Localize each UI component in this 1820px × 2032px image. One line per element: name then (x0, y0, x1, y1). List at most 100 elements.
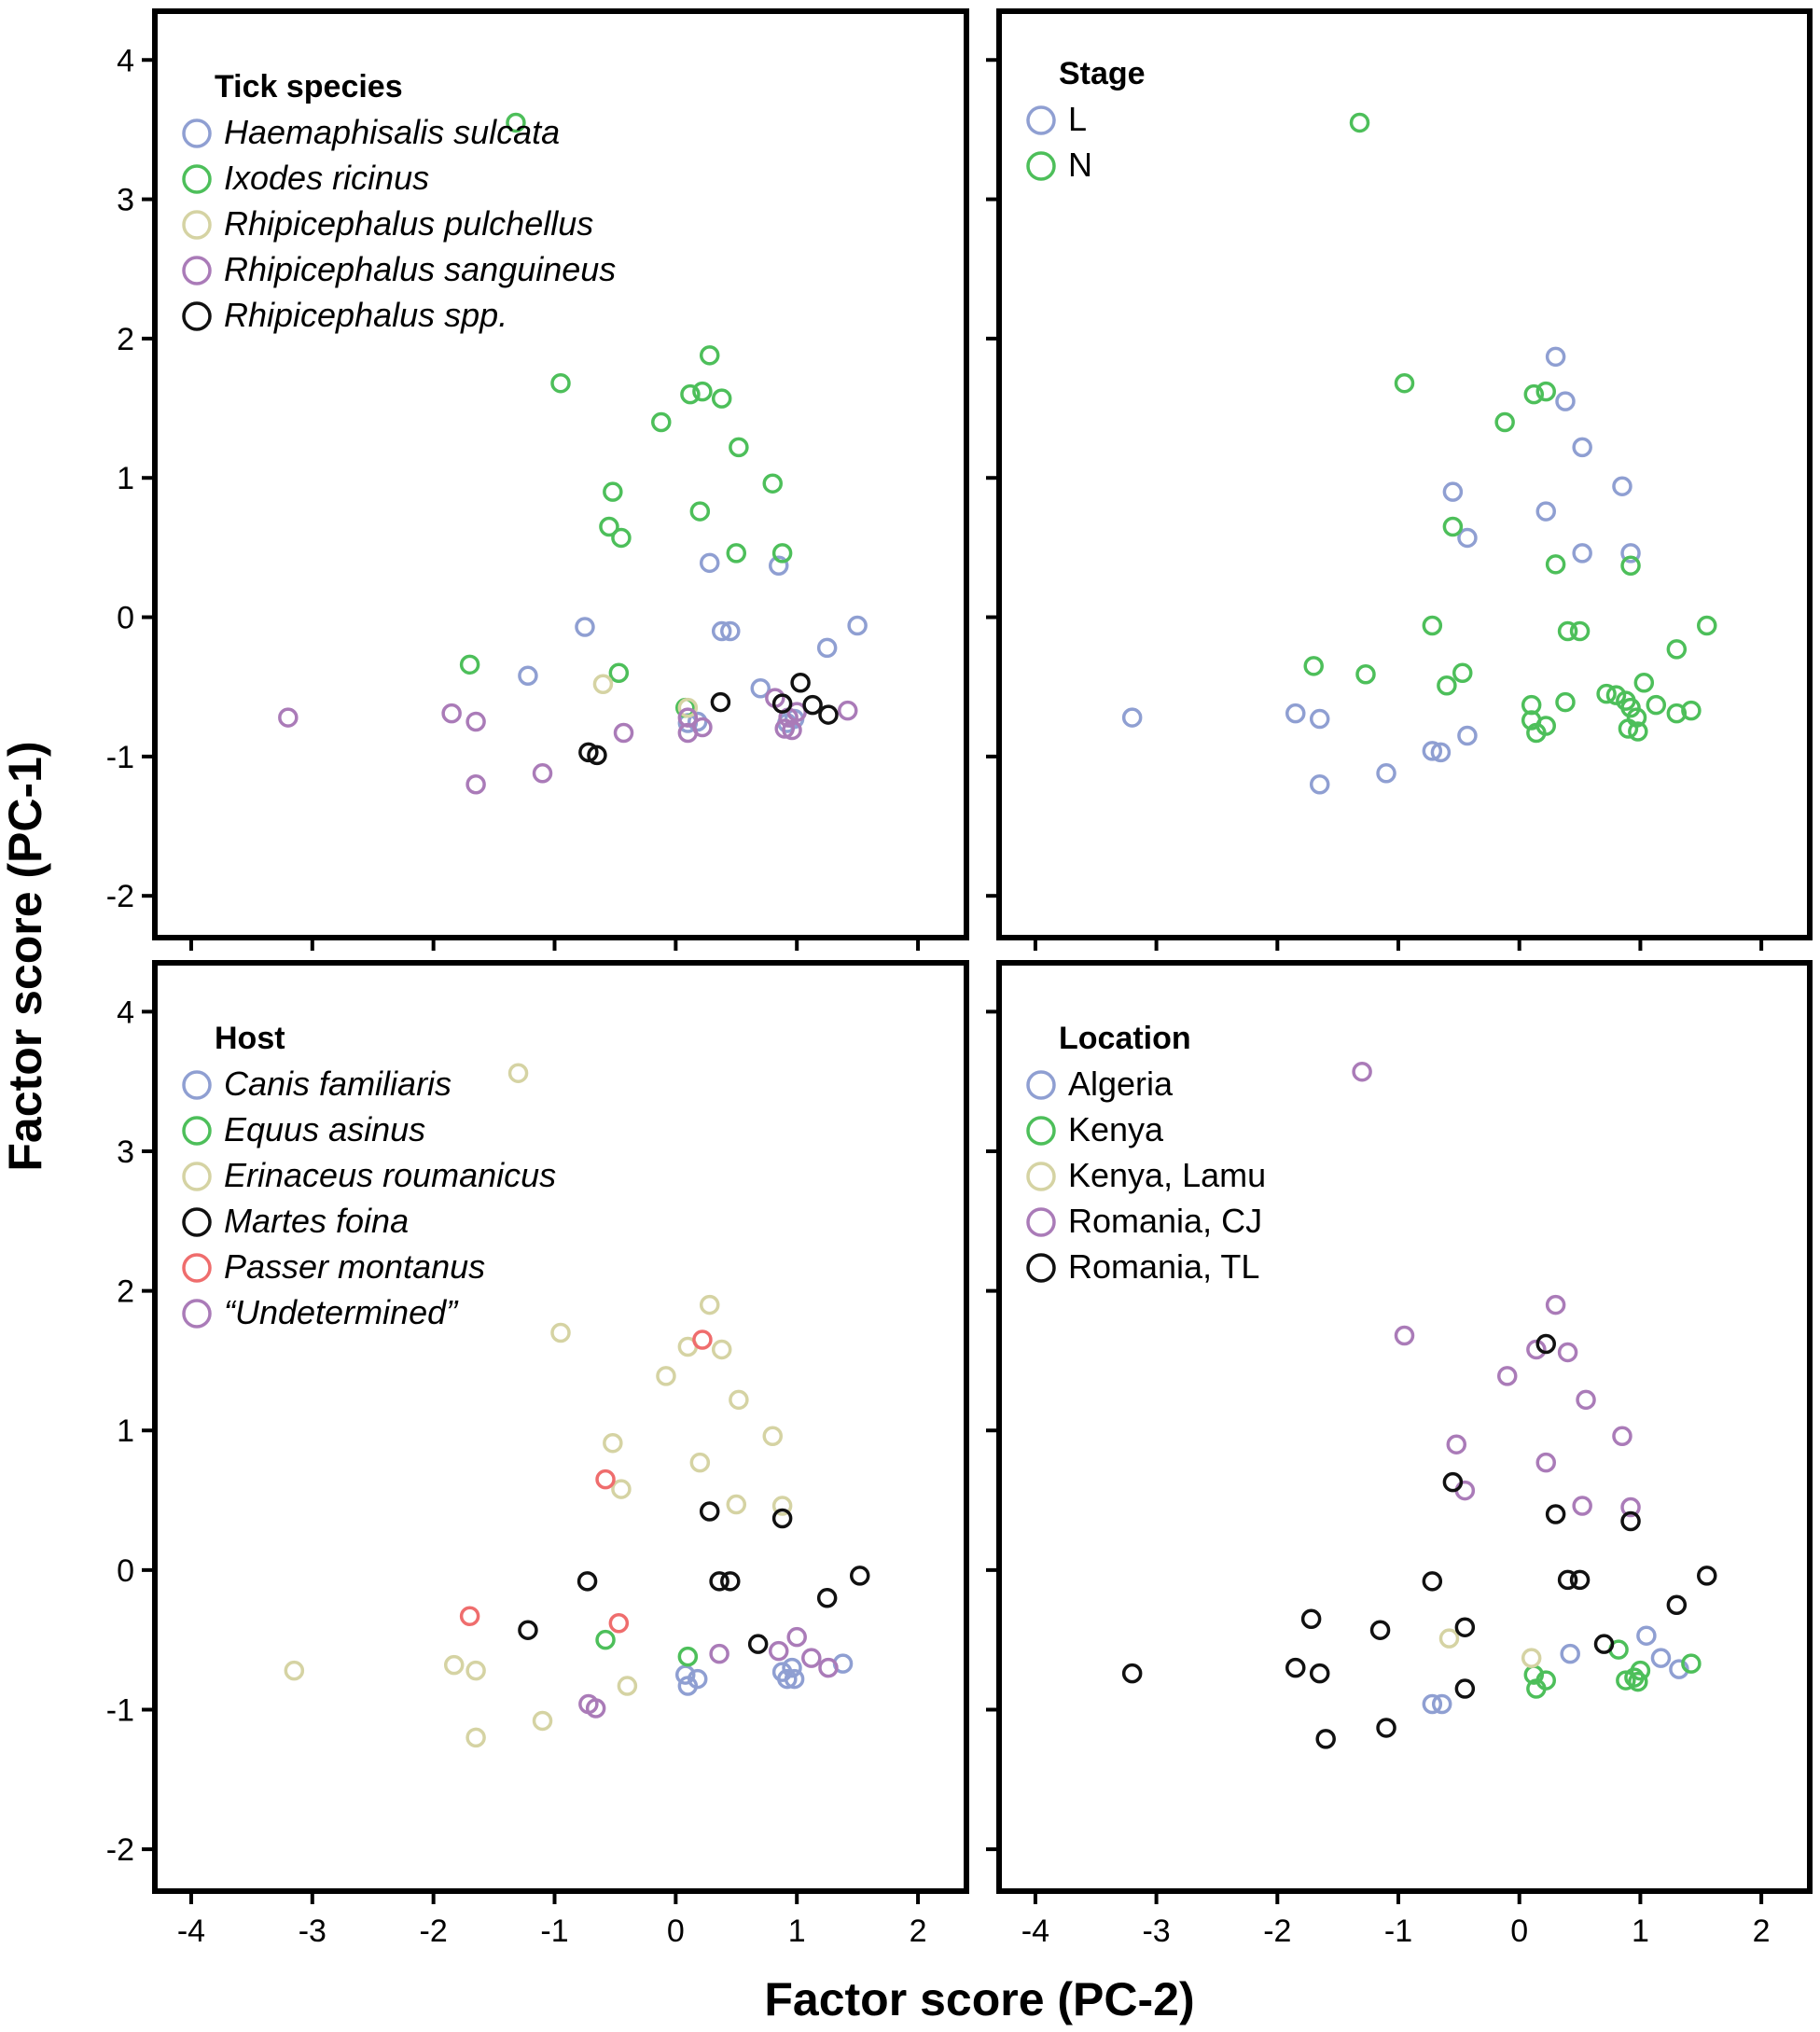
data-point (709, 1571, 729, 1592)
data-point (1560, 1643, 1580, 1664)
y-tick-label: 1 (117, 461, 134, 496)
data-point (699, 1294, 720, 1315)
data-point (443, 1654, 465, 1676)
data-point (692, 1329, 713, 1350)
data-point (1454, 1678, 1476, 1699)
data-point (711, 620, 732, 642)
data-point (550, 372, 571, 394)
data-point (506, 112, 526, 133)
data-point (611, 1479, 632, 1499)
legend-label: “Undetermined” (224, 1293, 459, 1331)
data-point (837, 700, 858, 721)
legend-marker (182, 118, 212, 148)
data-point (699, 552, 720, 574)
legend-label: Haemaphisalis sulcata (224, 113, 560, 151)
data-point (1535, 716, 1557, 736)
legend-title: Host (215, 1021, 285, 1056)
legend-marker (1026, 1070, 1056, 1100)
data-point (1496, 1366, 1518, 1386)
data-point (1369, 1620, 1391, 1640)
panel-tick: 4 3 2 1 0 -1 -2 Tick species Haemaphisalis sulca… (106, 8, 969, 951)
data-point (1628, 721, 1648, 742)
data-point (1422, 615, 1443, 636)
data-point (680, 383, 701, 405)
data-point (465, 773, 486, 795)
data-point (1633, 672, 1655, 693)
data-point (784, 1668, 805, 1690)
data-point (726, 543, 747, 564)
data-point (465, 1727, 486, 1748)
data-point (699, 345, 720, 366)
data-point (1636, 1625, 1657, 1646)
data-point (1121, 1663, 1143, 1684)
data-point (1555, 391, 1576, 411)
data-point (599, 516, 619, 537)
data-point (1494, 411, 1515, 433)
legend-marker (182, 1207, 212, 1237)
data-point (1431, 1693, 1452, 1715)
data-point (849, 1566, 870, 1586)
y-tick-label: -2 (106, 879, 134, 914)
data-point (689, 1452, 711, 1473)
data-point (608, 662, 630, 684)
panel-frame (152, 960, 969, 1894)
legend-label: Rhipicephalus spp. (224, 296, 507, 334)
data-point (1666, 1594, 1688, 1616)
data-point (768, 1640, 789, 1662)
data-point (1646, 694, 1667, 716)
data-point (1535, 1670, 1557, 1691)
data-point (1612, 476, 1632, 496)
legend-title: Stage (1059, 56, 1146, 91)
legend-label: N (1068, 146, 1092, 184)
data-point (1446, 1434, 1467, 1454)
data-point (771, 693, 793, 714)
data-point (1576, 1389, 1596, 1411)
data-point (1352, 1061, 1372, 1082)
y-tick-label: 0 (117, 1553, 134, 1589)
data-point (709, 1643, 729, 1664)
data-point (459, 1606, 480, 1626)
series-tick-2 (592, 674, 699, 718)
x-tick-label: 1 (788, 1914, 806, 1949)
y-tick-label: -2 (106, 1832, 134, 1868)
x-tick-label: -2 (420, 1914, 448, 1949)
legend-label: Martes foina (224, 1202, 409, 1240)
series-host-1 (595, 1629, 699, 1667)
y-tick-label: -1 (106, 1692, 134, 1728)
data-point (1545, 1294, 1566, 1315)
legend-marker (182, 210, 212, 240)
data-point (1545, 346, 1566, 368)
data-point (1442, 516, 1464, 537)
data-point (1309, 773, 1330, 795)
x-tick-label: -3 (1142, 1914, 1170, 1949)
x-tick-label: 1 (1632, 1914, 1649, 1949)
series-location-0 (1422, 1625, 1689, 1715)
legend-marker (1026, 151, 1056, 181)
data-point (1569, 1569, 1591, 1591)
data-point (692, 717, 713, 738)
y-tick-label: 3 (117, 183, 134, 218)
data-point (441, 703, 462, 724)
data-point (790, 672, 811, 693)
data-point (1121, 707, 1143, 728)
data-point (1593, 1634, 1615, 1654)
data-point (1650, 1648, 1672, 1668)
data-point (774, 718, 795, 739)
legend-marker (1026, 1253, 1056, 1283)
data-point (802, 694, 823, 716)
data-point (1557, 620, 1578, 642)
data-point (1422, 741, 1443, 761)
legend-marker (1026, 105, 1056, 135)
data-point (1300, 1608, 1322, 1629)
y-tick-label: 4 (117, 995, 134, 1030)
x-tick-label: 0 (667, 1914, 685, 1949)
data-point (1285, 1657, 1306, 1678)
data-point (1355, 664, 1376, 685)
data-point (578, 742, 599, 763)
data-point (1605, 685, 1627, 705)
data-point (1628, 1671, 1648, 1692)
legend-label: Rhipicephalus pulchellus (224, 204, 593, 243)
data-point (771, 543, 793, 564)
data-point (801, 1648, 822, 1668)
data-point (1666, 703, 1688, 724)
